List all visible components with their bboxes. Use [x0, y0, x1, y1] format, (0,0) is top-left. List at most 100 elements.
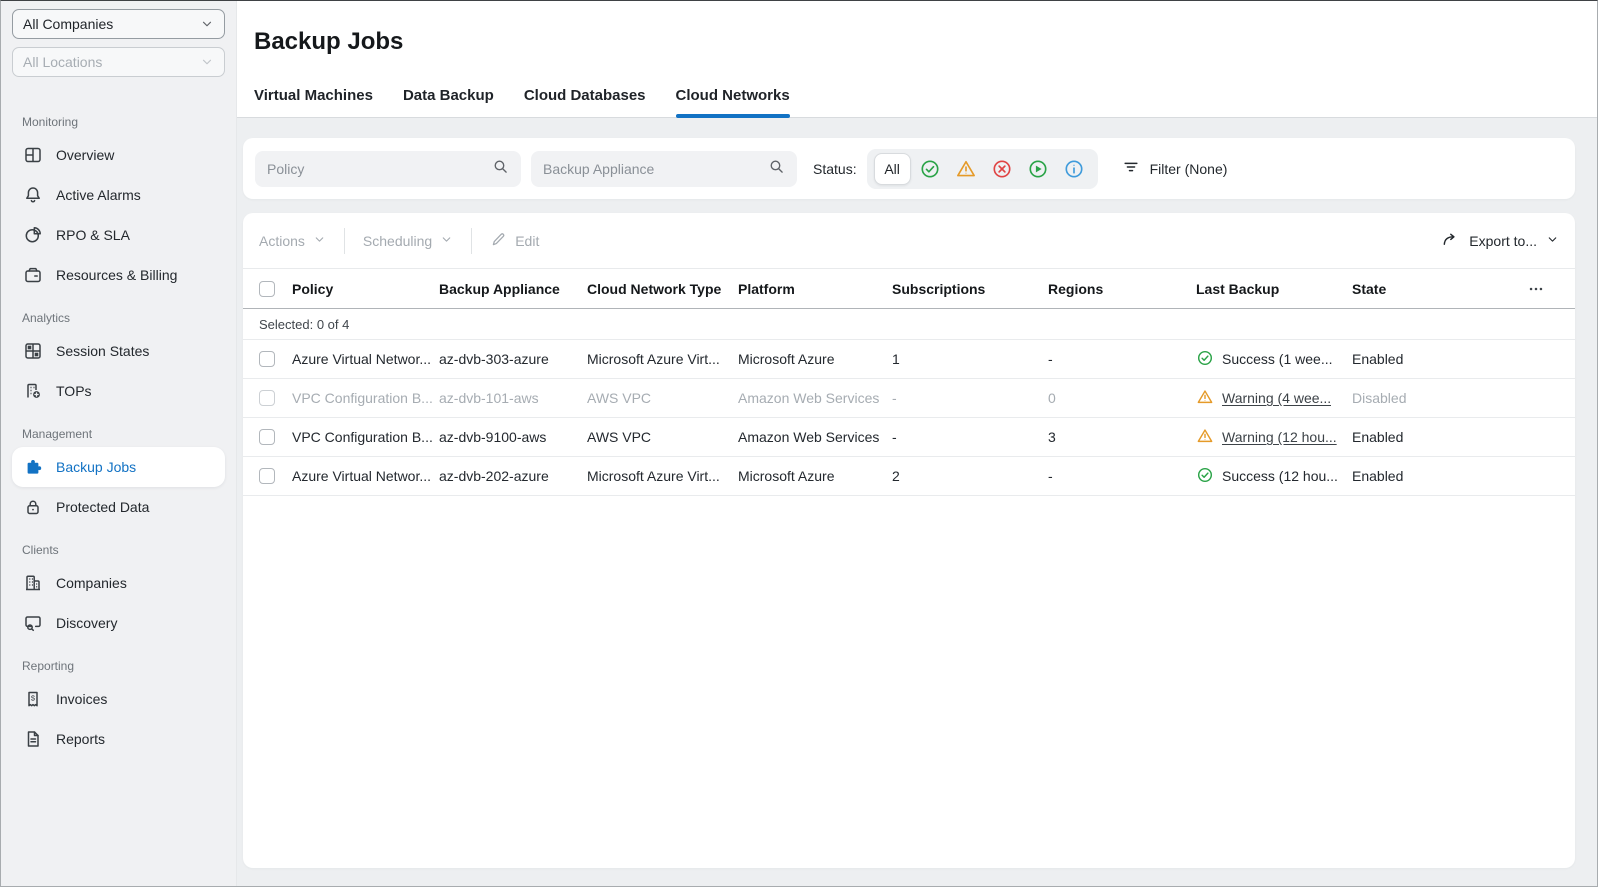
- filter-icon: [1122, 158, 1140, 179]
- sidebar-item-protected-data[interactable]: Protected Data: [12, 487, 225, 527]
- row-checkbox[interactable]: [259, 390, 275, 406]
- tab-cloud-networks[interactable]: Cloud Networks: [676, 87, 790, 117]
- error-icon: [991, 158, 1013, 180]
- company-select[interactable]: All Companies: [12, 9, 225, 39]
- column-state[interactable]: State: [1352, 281, 1486, 297]
- status-filter-all[interactable]: All: [874, 153, 911, 185]
- chevron-down-icon: [313, 233, 326, 249]
- tab-data-backup[interactable]: Data Backup: [403, 87, 494, 117]
- policy-search-input[interactable]: [267, 161, 484, 177]
- cell-policy: VPC Configuration B...: [292, 390, 439, 406]
- section-monitoring: Monitoring: [22, 115, 215, 129]
- actions-button-label: Actions: [259, 233, 305, 249]
- select-all-checkbox[interactable]: [259, 281, 275, 297]
- sidebar-item-backup-jobs[interactable]: Backup Jobs: [12, 447, 225, 487]
- sidebar-item-label: Active Alarms: [56, 187, 141, 203]
- column-regions[interactable]: Regions: [1048, 281, 1196, 297]
- column-platform[interactable]: Platform: [738, 281, 892, 297]
- status-filter-error[interactable]: [985, 153, 1019, 185]
- page-header: Backup Jobs Virtual Machines Data Backup…: [237, 1, 1597, 118]
- table-row[interactable]: VPC Configuration B... az-dvb-101-aws AW…: [243, 379, 1575, 418]
- sidebar-item-active-alarms[interactable]: Active Alarms: [12, 175, 225, 215]
- row-checkbox[interactable]: [259, 429, 275, 445]
- sidebar-item-invoices[interactable]: $ Invoices: [12, 679, 225, 719]
- cell-regions: -: [1048, 351, 1196, 367]
- cell-last-backup: Success (12 hou...: [1196, 466, 1352, 487]
- edit-button[interactable]: Edit: [490, 231, 539, 251]
- sidebar-item-overview[interactable]: Overview: [12, 135, 225, 175]
- column-subscriptions[interactable]: Subscriptions: [892, 281, 1048, 297]
- column-settings-button[interactable]: [1527, 280, 1545, 298]
- cell-state: Enabled: [1352, 468, 1486, 484]
- discovery-icon: [23, 613, 43, 633]
- status-filter-info[interactable]: [1057, 153, 1091, 185]
- table-card: Actions Scheduling Edit: [243, 213, 1575, 868]
- tab-cloud-databases[interactable]: Cloud Databases: [524, 87, 646, 117]
- table-row[interactable]: Azure Virtual Networ... az-dvb-303-azure…: [243, 340, 1575, 379]
- table-header-row: Policy Backup Appliance Cloud Network Ty…: [243, 269, 1575, 309]
- status-filter-running[interactable]: [1021, 153, 1055, 185]
- sidebar-item-label: TOPs: [56, 383, 92, 399]
- status-filter-group: All: [867, 149, 1098, 189]
- sidebar-item-label: Backup Jobs: [56, 459, 136, 475]
- cell-cloud-network-type: Microsoft Azure Virt...: [587, 351, 738, 367]
- cell-backup-appliance: az-dvb-9100-aws: [439, 429, 587, 445]
- location-select-value: All Locations: [23, 54, 102, 70]
- row-checkbox[interactable]: [259, 468, 275, 484]
- building-plus-icon: [23, 381, 43, 401]
- play-icon: [1027, 158, 1049, 180]
- sidebar-item-tops[interactable]: TOPs: [12, 371, 225, 411]
- warning-icon: [1196, 427, 1214, 448]
- cell-regions: 3: [1048, 429, 1196, 445]
- cell-last-backup: Warning (12 hou...: [1196, 427, 1352, 448]
- sidebar-item-reports[interactable]: Reports: [12, 719, 225, 759]
- table-row[interactable]: VPC Configuration B... az-dvb-9100-aws A…: [243, 418, 1575, 457]
- cell-regions: 0: [1048, 390, 1196, 406]
- success-icon: [919, 158, 941, 180]
- cell-policy: Azure Virtual Networ...: [292, 468, 439, 484]
- column-backup-appliance[interactable]: Backup Appliance: [439, 281, 587, 297]
- row-checkbox[interactable]: [259, 351, 275, 367]
- cell-subscriptions: -: [892, 390, 1048, 406]
- selection-summary: Selected: 0 of 4: [243, 309, 1575, 340]
- sidebar-item-session-states[interactable]: Session States: [12, 331, 225, 371]
- policy-search: [255, 151, 521, 187]
- pie-chart-icon: [23, 225, 43, 245]
- cell-policy: VPC Configuration B...: [292, 429, 439, 445]
- sidebar-item-companies[interactable]: Companies: [12, 563, 225, 603]
- location-select[interactable]: All Locations: [12, 47, 225, 77]
- svg-text:$: $: [31, 694, 36, 703]
- company-select-value: All Companies: [23, 16, 113, 32]
- status-label: Status:: [813, 161, 857, 177]
- sidebar-item-rpo-sla[interactable]: RPO & SLA: [12, 215, 225, 255]
- status-filter-success[interactable]: [913, 153, 947, 185]
- actions-button[interactable]: Actions: [259, 233, 326, 249]
- table-row[interactable]: Azure Virtual Networ... az-dvb-202-azure…: [243, 457, 1575, 496]
- tab-virtual-machines[interactable]: Virtual Machines: [254, 87, 373, 117]
- cell-subscriptions: 1: [892, 351, 1048, 367]
- cell-state: Disabled: [1352, 390, 1486, 406]
- sidebar-item-discovery[interactable]: Discovery: [12, 603, 225, 643]
- cell-platform: Microsoft Azure: [738, 351, 892, 367]
- export-button[interactable]: Export to...: [1441, 230, 1559, 252]
- appliance-search-input[interactable]: [543, 161, 760, 177]
- sidebar-item-label: Session States: [56, 343, 149, 359]
- scheduling-button[interactable]: Scheduling: [363, 233, 453, 249]
- status-filter-warning[interactable]: [949, 153, 983, 185]
- chevron-down-icon: [200, 55, 214, 69]
- toolbar-separator: [471, 228, 472, 254]
- cell-platform: Microsoft Azure: [738, 468, 892, 484]
- last-backup-link[interactable]: Warning (12 hou...: [1222, 429, 1337, 445]
- chevron-down-icon: [440, 233, 453, 249]
- sidebar-item-resources-billing[interactable]: Resources & Billing: [12, 255, 225, 295]
- filter-button[interactable]: Filter (None): [1122, 158, 1228, 179]
- last-backup-link[interactable]: Warning (4 wee...: [1222, 390, 1331, 406]
- table-toolbar: Actions Scheduling Edit: [243, 213, 1575, 269]
- column-policy[interactable]: Policy: [292, 281, 439, 297]
- sidebar-item-label: Companies: [56, 575, 127, 591]
- search-icon: [492, 158, 509, 180]
- cell-cloud-network-type: AWS VPC: [587, 390, 738, 406]
- column-last-backup[interactable]: Last Backup: [1196, 281, 1352, 297]
- warning-icon: [955, 158, 977, 180]
- column-cloud-network-type[interactable]: Cloud Network Type: [587, 281, 738, 297]
